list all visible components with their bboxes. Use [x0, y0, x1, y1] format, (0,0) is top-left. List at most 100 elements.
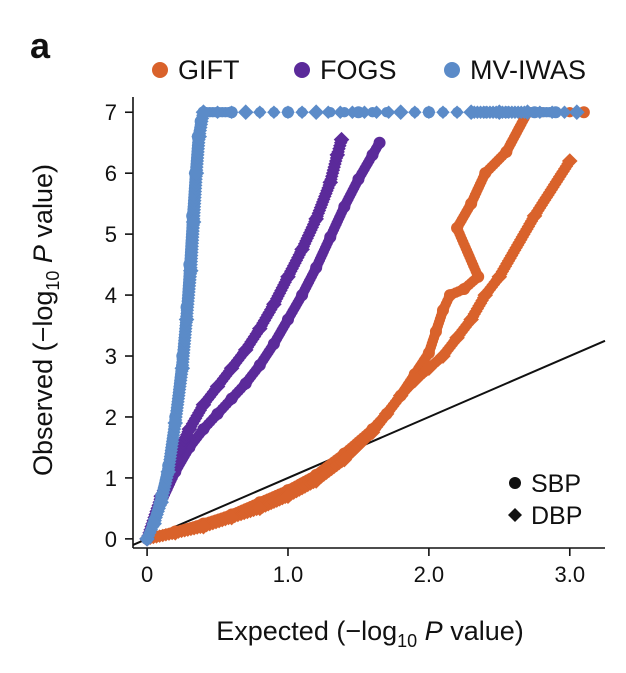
y-tick-label: 2	[105, 405, 117, 430]
fogs-sbp-point	[281, 313, 294, 326]
mv-iwas-dbp-point	[174, 360, 191, 377]
fogs-sbp-point	[310, 261, 323, 274]
gift-dbp-point	[435, 348, 451, 364]
mv-iwas-dbp-trail	[533, 105, 547, 119]
fogs-sbp-point	[197, 423, 210, 436]
gift-dbp-point	[195, 518, 212, 535]
gift-dbp-point	[336, 451, 353, 468]
fogs-sbp-point	[296, 289, 309, 302]
legend-marker-gift	[152, 62, 168, 78]
panel-label: a	[30, 25, 51, 66]
fogs-dbp-point	[294, 241, 310, 258]
gift-sbp-point	[479, 167, 492, 180]
y-tick-label: 1	[105, 466, 117, 491]
fogs-dbp-point	[280, 268, 296, 285]
gift-dbp-point	[392, 387, 409, 404]
legend-shape-dbp-marker	[508, 508, 522, 522]
fogs-dbp-point	[308, 211, 324, 227]
mv-iwas-dbp-point	[195, 104, 212, 121]
fogs-sbp-point	[373, 136, 386, 149]
fogs-dbp-point	[333, 131, 350, 148]
gift-sbp-point	[429, 325, 442, 338]
mv-iwas-dbp-trail	[436, 105, 450, 119]
mv-iwas-dbp-point	[519, 104, 536, 121]
mv-iwas-dbp-trail	[210, 105, 225, 119]
gift-sbp-point	[451, 222, 464, 235]
mv-iwas-dbp-trail	[545, 105, 559, 119]
legend-label-mv-iwas: MV-IWAS	[470, 55, 586, 85]
mv-iwas-dbp-trail	[557, 105, 572, 119]
gift-dbp-point	[421, 360, 437, 377]
mv-iwas-dbp-point	[308, 104, 324, 121]
fogs-sbp-point	[253, 359, 266, 372]
mv-iwas-dbp-point	[146, 515, 162, 532]
gift-sbp-point	[465, 197, 478, 210]
gift-sbp-point	[500, 145, 513, 158]
legend-shape-sbp-label: SBP	[531, 470, 581, 498]
x-tick-label: 2.0	[414, 562, 445, 587]
fogs-dbp-point	[322, 174, 339, 191]
mv-iwas-dbp-point	[185, 214, 202, 230]
fogs-dbp-point	[195, 396, 212, 413]
y-tick-label: 7	[105, 100, 117, 125]
mv-iwas-dbp-trail	[333, 105, 348, 119]
mv-iwas-dbp-point	[188, 165, 205, 181]
mv-iwas-dbp-point	[392, 104, 409, 121]
gift-sbp-point	[458, 282, 471, 295]
shape-legend: SBP DBP	[508, 470, 582, 530]
mv-iwas-dbp-point	[160, 464, 177, 480]
fogs-sbp-point	[338, 200, 351, 213]
y-tick-label: 0	[105, 527, 117, 552]
gift-dbp-point	[449, 329, 465, 346]
fogs-dbp-point	[329, 147, 346, 163]
legend-marker-mv-iwas	[444, 62, 460, 78]
mv-iwas-dbp-trail	[224, 105, 239, 119]
legend-label-fogs: FOGS	[320, 55, 397, 85]
plot-area: 0 1.0 2.0 3.0 0 1 2 3 4 5 6 7	[105, 97, 606, 587]
legend-shape-sbp-marker	[509, 477, 521, 489]
mv-iwas-dbp-trail	[422, 105, 436, 119]
gift-sbp-point	[472, 270, 485, 283]
fogs-dbp-point	[209, 378, 226, 395]
fogs-sbp-point	[239, 377, 252, 390]
mv-iwas-dbp-point	[182, 262, 199, 279]
gift-dbp-point	[167, 524, 184, 541]
fogs-dbp-point	[252, 320, 268, 337]
gift-dbp-point	[364, 424, 381, 441]
gift-dbp-point	[526, 208, 543, 224]
gift-dbp-point	[280, 488, 296, 504]
gift-dbp-point	[406, 372, 423, 389]
series-legend: GIFT FOGS MV-IWAS	[152, 55, 586, 85]
mv-iwas-dbp-trail	[281, 105, 295, 119]
fogs-dbp-point	[181, 421, 198, 437]
mv-iwas-dbp-point	[463, 104, 479, 121]
mv-iwas-dbp-point	[178, 311, 195, 328]
fogs-dbp-point	[266, 296, 282, 313]
mv-iwas-dbp-point	[491, 104, 508, 121]
gift-dbp-point	[491, 268, 508, 285]
y-tick-label: 6	[105, 161, 117, 186]
mv-iwas-dbp-trail	[381, 105, 396, 119]
mv-iwas-dbp-trail	[408, 105, 422, 119]
mv-iwas-dbp-point	[167, 415, 184, 431]
x-tick-label: 0	[141, 562, 153, 587]
gift-dbp-point	[378, 406, 395, 422]
reference-line	[132, 339, 606, 546]
mv-iwas-dbp-point	[153, 494, 169, 511]
mv-iwas-dbp-trail	[345, 105, 360, 119]
mv-iwas-dbp-trail	[295, 105, 309, 119]
gift-dbp-point	[561, 153, 578, 169]
y-tick-label: 3	[105, 344, 117, 369]
mv-iwas-dbp-trail	[369, 105, 384, 119]
gift-dbp-point	[223, 509, 240, 526]
gift-dbp-point	[308, 473, 324, 489]
fogs-sbp-point	[324, 231, 337, 244]
fogs-sbp-point	[225, 392, 238, 405]
fogs-sbp-point	[267, 337, 280, 350]
gift-dbp-point	[252, 500, 268, 517]
gift-dbp-point	[477, 287, 494, 303]
legend-marker-fogs	[294, 62, 310, 78]
mv-iwas-dbp-trail	[357, 105, 372, 119]
fogs-sbp-point	[211, 407, 224, 420]
